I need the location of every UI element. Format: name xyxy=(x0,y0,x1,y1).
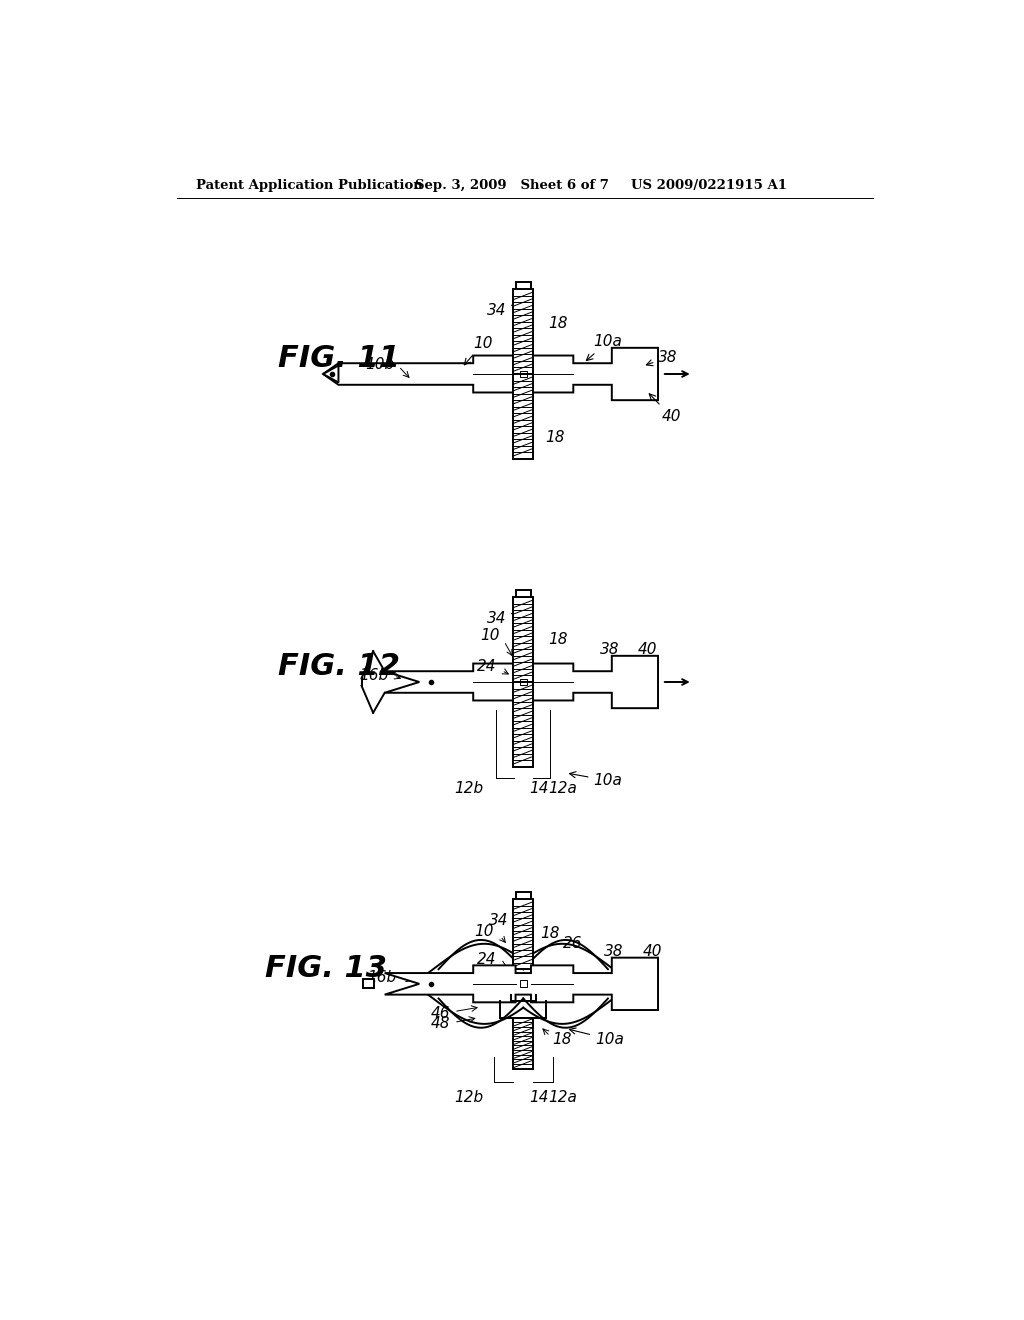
Text: 10: 10 xyxy=(464,335,493,364)
Text: 10: 10 xyxy=(480,628,500,643)
Polygon shape xyxy=(385,656,658,708)
Polygon shape xyxy=(513,899,534,969)
Text: 12a: 12a xyxy=(548,1090,577,1105)
Text: 24: 24 xyxy=(477,659,497,675)
Text: 24: 24 xyxy=(477,952,497,966)
Polygon shape xyxy=(513,598,534,682)
Text: 48: 48 xyxy=(431,1016,451,1031)
Text: 10b: 10b xyxy=(365,358,394,372)
Text: 18: 18 xyxy=(553,1032,572,1047)
Text: FIG. 12: FIG. 12 xyxy=(279,652,400,681)
Text: 34: 34 xyxy=(488,911,522,928)
Text: 18: 18 xyxy=(541,927,560,941)
Text: 12b: 12b xyxy=(454,1090,483,1105)
Text: 10: 10 xyxy=(474,924,494,939)
Text: 18: 18 xyxy=(545,429,564,445)
Text: 12a: 12a xyxy=(548,780,577,796)
Text: 38: 38 xyxy=(646,350,678,366)
Text: 40: 40 xyxy=(649,393,681,424)
Text: 14: 14 xyxy=(529,780,549,796)
Text: Sep. 3, 2009   Sheet 6 of 7: Sep. 3, 2009 Sheet 6 of 7 xyxy=(416,178,609,191)
Text: US 2009/0221915 A1: US 2009/0221915 A1 xyxy=(631,178,787,191)
Polygon shape xyxy=(515,282,531,289)
Polygon shape xyxy=(513,289,534,374)
Text: 40: 40 xyxy=(637,642,656,657)
Polygon shape xyxy=(323,348,658,400)
Text: 38: 38 xyxy=(600,642,620,657)
Text: FIG. 11: FIG. 11 xyxy=(279,345,400,374)
Text: 40: 40 xyxy=(643,944,663,960)
Polygon shape xyxy=(513,374,534,459)
Text: 34: 34 xyxy=(486,610,522,627)
Polygon shape xyxy=(385,958,658,1010)
Text: 16b: 16b xyxy=(359,668,388,684)
Polygon shape xyxy=(515,892,531,899)
Text: 34: 34 xyxy=(486,301,522,318)
Text: FIG. 13: FIG. 13 xyxy=(265,954,387,983)
Text: 12b: 12b xyxy=(454,780,483,796)
Text: 14: 14 xyxy=(529,1090,549,1105)
Text: 26: 26 xyxy=(563,936,583,952)
Polygon shape xyxy=(364,979,374,989)
Text: 10a: 10a xyxy=(587,334,623,360)
Text: 18: 18 xyxy=(548,315,567,331)
Polygon shape xyxy=(515,590,531,598)
Text: 46: 46 xyxy=(431,1006,451,1020)
Text: 10a: 10a xyxy=(569,1028,624,1047)
Text: 18: 18 xyxy=(548,632,567,647)
Text: 16b: 16b xyxy=(367,970,396,985)
Polygon shape xyxy=(323,366,339,383)
Polygon shape xyxy=(513,1018,534,1069)
Text: Patent Application Publication: Patent Application Publication xyxy=(196,178,423,191)
Text: 10a: 10a xyxy=(569,772,623,788)
Polygon shape xyxy=(513,682,534,767)
Text: 38: 38 xyxy=(604,944,624,960)
